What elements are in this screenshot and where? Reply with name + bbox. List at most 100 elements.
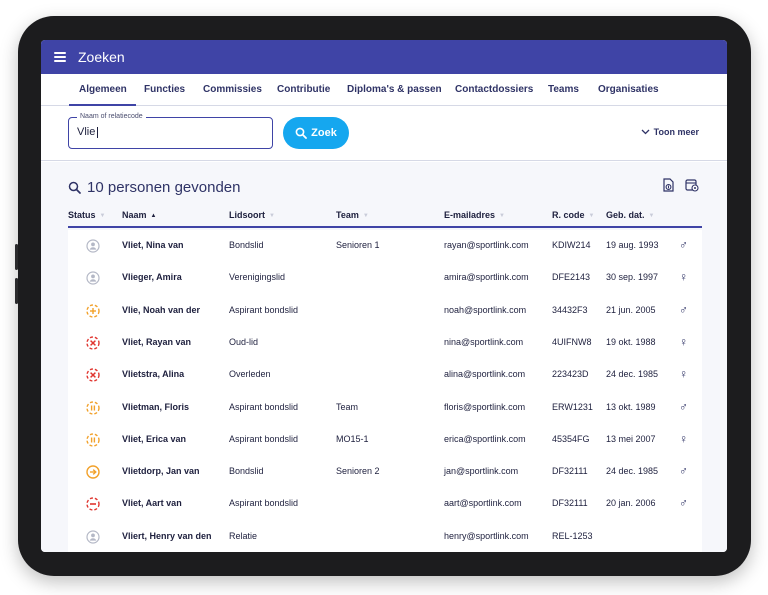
search-button[interactable]: Zoek xyxy=(283,117,349,149)
tab-bar: Algemeen Functies Commissies Contributie… xyxy=(41,74,727,106)
results-actions xyxy=(662,178,699,197)
male-icon: ♂ xyxy=(679,302,688,317)
name-or-code-field[interactable]: Naam of relatiecode Vlie xyxy=(68,112,273,149)
results-table: Vliet, Nina van Bondslid Senioren 1 rayan@s… xyxy=(68,230,702,552)
sort-icon: ▼ xyxy=(269,213,275,219)
cell-email: erica@sportlink.com xyxy=(444,433,526,444)
cell-rcode: 223423D xyxy=(552,369,589,380)
col-status[interactable]: Status ▼ xyxy=(68,210,106,220)
table-row[interactable]: Vlietman, Floris Aspirant bondslid Team flo… xyxy=(68,392,702,424)
show-more-toggle[interactable]: Toon meer xyxy=(641,127,699,137)
cell-email: jan@sportlink.com xyxy=(444,466,519,477)
tab-algemeen[interactable]: Algemeen xyxy=(69,74,136,106)
top-app-bar: Zoeken xyxy=(41,40,727,74)
male-icon: ♂ xyxy=(679,496,688,511)
cell-email: rayan@sportlink.com xyxy=(444,240,529,250)
cell-email: henry@sportlink.com xyxy=(444,530,529,541)
tab-diplomas-passen[interactable]: Diploma's & passen xyxy=(347,84,442,95)
cell-email: alina@sportlink.com xyxy=(444,369,526,380)
status-cross-red-icon xyxy=(86,336,100,350)
show-more-label: Toon meer xyxy=(653,127,699,137)
tab-teams[interactable]: Teams xyxy=(548,84,579,95)
table-row[interactable]: Vlie, Noah van der Aspirant bondslid noah@… xyxy=(68,295,702,327)
status-inactive-grey-icon xyxy=(86,271,100,285)
results-header: 10 personen gevonden xyxy=(68,179,240,196)
status-inactive-grey-icon xyxy=(86,530,100,544)
col-rcode[interactable]: R. code ▼ xyxy=(552,210,595,220)
table-row[interactable]: Vliet, Aart van Aspirant bondslid aart@spo… xyxy=(68,488,702,520)
search-panel: Naam of relatiecode Vlie Zoek Toon meer xyxy=(41,107,727,161)
cell-gebdat: 24 dec. 1985 xyxy=(606,466,659,477)
table-row[interactable]: Vlietstra, Alina Overleden alina@sportlink… xyxy=(68,359,702,391)
cell-gebdat: 19 okt. 1988 xyxy=(606,336,656,347)
menu-icon[interactable] xyxy=(54,52,66,62)
cell-team: MO15-1 xyxy=(336,433,369,444)
cell-name: Vlietstra, Alina xyxy=(122,369,185,380)
sort-icon: ▼ xyxy=(362,213,369,219)
cell-gebdat: 21 jun. 2005 xyxy=(606,304,656,315)
tab-organisaties[interactable]: Organisaties xyxy=(598,84,659,95)
table-row[interactable]: Vliert, Henry van den Relatie henry@sportl… xyxy=(68,521,702,552)
cell-lidsoort: Aspirant bondslid xyxy=(229,401,299,412)
download-icon[interactable] xyxy=(662,178,675,197)
cell-name: Vliet, Erica van xyxy=(122,433,187,444)
col-team[interactable]: Team ▼ xyxy=(336,210,369,220)
col-lidsoort[interactable]: Lidsoort ▼ xyxy=(229,210,275,220)
cell-email: noah@sportlink.com xyxy=(444,304,527,315)
tab-contactdossiers[interactable]: Contactdossiers xyxy=(455,84,534,95)
table-row[interactable]: Vliet, Nina van Bondslid Senioren 1 rayan@s… xyxy=(68,230,702,262)
status-pause-orange-icon xyxy=(86,400,100,415)
sort-icon: ▼ xyxy=(499,213,505,219)
cell-rcode: DF32111 xyxy=(552,466,588,477)
search-input-value: Vlie xyxy=(77,126,96,138)
cell-rcode: DFE2143 xyxy=(552,272,591,283)
field-label: Naam of relatiecode xyxy=(77,112,146,122)
page-title: Zoeken xyxy=(78,49,125,65)
female-icon: ♀ xyxy=(679,431,688,446)
cell-rcode: DF32111 xyxy=(552,498,588,509)
tab-contributie[interactable]: Contributie xyxy=(277,84,331,95)
cell-gebdat: 19 aug. 1993 xyxy=(606,240,659,250)
cell-name: Vlie, Noah van der xyxy=(122,304,201,315)
col-gebdat[interactable]: Geb. dat. ▼ xyxy=(606,210,655,220)
cell-gebdat: 20 jan. 2006 xyxy=(606,498,656,509)
col-email[interactable]: E-mailadres ▼ xyxy=(444,210,505,220)
male-icon: ♂ xyxy=(679,464,688,479)
status-inactive-grey-icon xyxy=(86,239,100,253)
cell-name: Vlietdorp, Jan van xyxy=(122,466,200,477)
female-icon: ♀ xyxy=(679,367,688,382)
sort-icon: ▼ xyxy=(588,213,595,219)
cell-rcode: ERW1231 xyxy=(552,401,593,412)
table-row[interactable]: Vlietdorp, Jan van Bondslid Senioren 2 jan@… xyxy=(68,456,702,488)
cell-lidsoort: Bondslid xyxy=(229,466,264,477)
table-row[interactable]: Vliet, Rayan van Oud-lid nina@sportlink.co… xyxy=(68,327,702,359)
cell-lidsoort: Aspirant bondslid xyxy=(229,304,299,315)
cell-rcode: 4UIFNW8 xyxy=(552,336,592,347)
cell-lidsoort: Aspirant bondslid xyxy=(229,433,299,444)
cell-rcode: 45354FG xyxy=(552,433,590,444)
female-icon: ♀ xyxy=(679,270,688,285)
female-icon: ♀ xyxy=(679,334,688,349)
cell-rcode: 34432F3 xyxy=(552,304,588,315)
cell-team: Senioren 1 xyxy=(336,240,380,250)
export-settings-icon[interactable] xyxy=(685,178,699,197)
search-icon xyxy=(68,181,81,194)
status-plus-orange-icon xyxy=(86,303,100,318)
table-row[interactable]: Vliet, Erica van Aspirant bondslid MO15-1 e… xyxy=(68,424,702,456)
cell-team: Senioren 2 xyxy=(336,466,380,477)
cell-gebdat: 13 okt. 1989 xyxy=(606,401,656,412)
cell-name: Vliet, Nina van xyxy=(122,240,184,250)
cell-lidsoort: Relatie xyxy=(229,530,258,541)
col-naam[interactable]: Naam ▲ xyxy=(122,210,157,220)
cell-lidsoort: Verenigingslid xyxy=(229,272,286,283)
cell-name: Vliet, Aart van xyxy=(122,498,182,509)
table-row[interactable]: Vlieger, Amira Verenigingslid amira@sportl… xyxy=(68,262,702,294)
volume-button xyxy=(15,278,18,304)
volume-button xyxy=(15,244,18,270)
results-panel: 10 personen gevonden Status ▼ Naam ▲ Lidso… xyxy=(41,162,727,552)
tab-functies[interactable]: Functies xyxy=(144,84,186,95)
cell-name: Vlieger, Amira xyxy=(122,272,182,283)
status-pause-orange-icon xyxy=(86,433,100,447)
tab-commissies[interactable]: Commissies xyxy=(203,84,262,95)
sort-asc-icon: ▲ xyxy=(150,213,157,219)
